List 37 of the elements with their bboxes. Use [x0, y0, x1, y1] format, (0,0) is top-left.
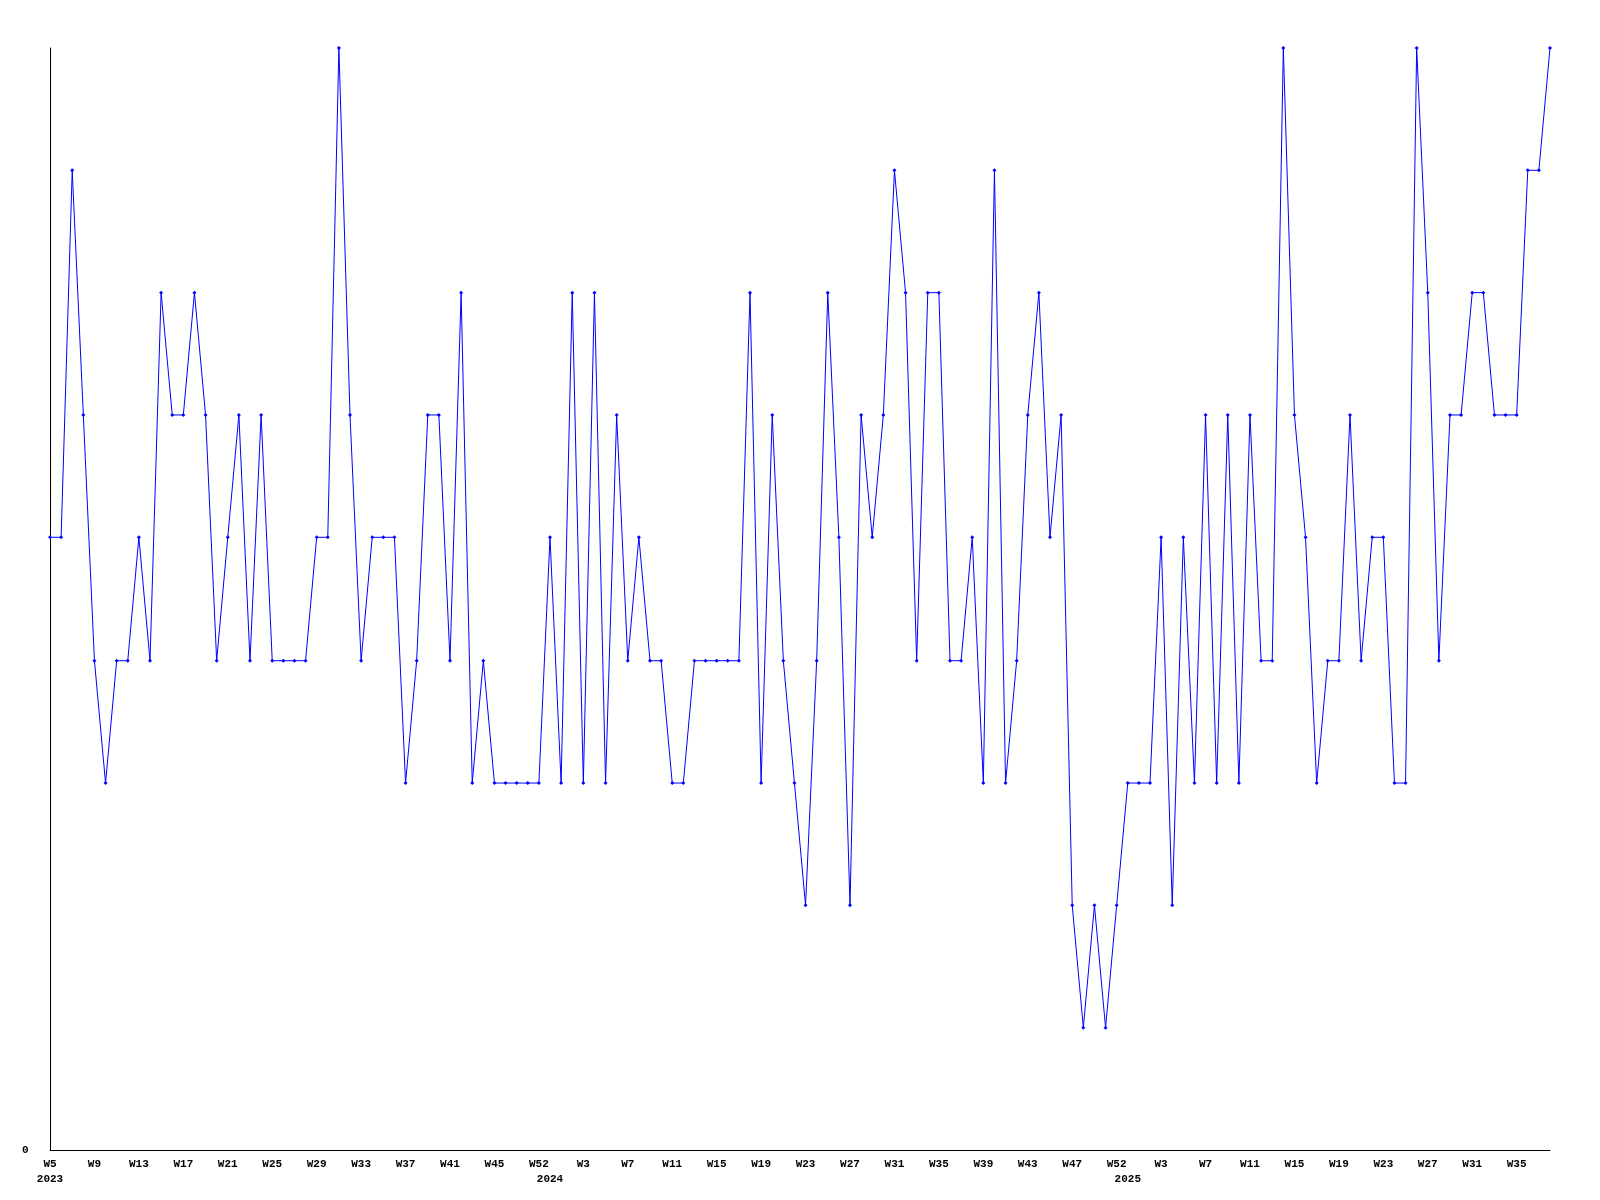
x-tick-label: W33 [351, 1157, 372, 1170]
x-tick-label: W11 [1240, 1157, 1261, 1170]
x-tick-label: W31 [884, 1157, 905, 1170]
x-tick-label: W29 [306, 1157, 327, 1170]
x-tick-label: W7 [1198, 1157, 1213, 1170]
x-tick-label: W5 2023 [36, 1157, 64, 1185]
x-tick-label: W27 [840, 1157, 860, 1170]
x-tick-label: W41 [440, 1157, 461, 1170]
x-tick-label: W43 [1017, 1157, 1039, 1170]
x-tick-label: W23 [795, 1157, 816, 1170]
x-tick-label: W3 [1154, 1157, 1169, 1170]
x-tick-label: W11 [662, 1157, 683, 1170]
x-tick-label: W35 [928, 1157, 950, 1170]
x-tick-label: W21 [217, 1157, 239, 1170]
x-tick-label: W15 [706, 1157, 727, 1170]
x-tick-label: W17 [173, 1157, 194, 1170]
x-tick-label: W52 [1106, 1157, 1127, 1170]
x-tick-label: W15 [1284, 1157, 1305, 1170]
x-tick-label: W23 [1373, 1157, 1394, 1170]
x-tick-label: W13 [128, 1157, 150, 1170]
x-tick-label: W19 [1328, 1157, 1349, 1170]
x-tick-label: W45 [484, 1157, 505, 1170]
x-tick-label: W25 [262, 1157, 283, 1170]
x-tick-label: W47 [1062, 1157, 1083, 1170]
x-tick-label: W52 [528, 1157, 549, 1170]
x-tick-label: W37 [395, 1157, 416, 1170]
x-tick-label: 2024 [536, 1172, 564, 1185]
x-tick-label: W7 [621, 1157, 635, 1170]
x-tick-label: W35 [1506, 1157, 1527, 1170]
text: 0 [22, 1143, 29, 1156]
x-tick-label: W31 [1462, 1157, 1483, 1170]
x-tick-label: W9 [87, 1157, 102, 1170]
x-tick-label: W27 [1417, 1157, 1438, 1170]
x-tick-label: 2025 [1114, 1172, 1142, 1185]
x-tick-label: W19 [751, 1157, 772, 1170]
x-tick-label: W3 [576, 1157, 591, 1170]
x-tick-label: W39 [973, 1157, 994, 1170]
